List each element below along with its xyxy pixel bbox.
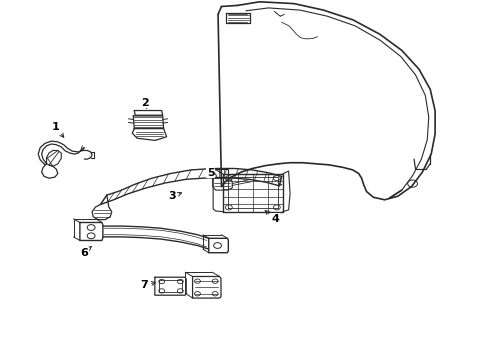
Text: 1: 1 — [51, 122, 64, 138]
Text: 6: 6 — [80, 247, 91, 258]
Bar — [214, 169, 228, 177]
Text: 3: 3 — [169, 191, 182, 201]
Text: 4: 4 — [265, 211, 279, 224]
Text: 5: 5 — [207, 168, 218, 178]
Text: 7: 7 — [141, 280, 155, 290]
Text: 2: 2 — [141, 98, 148, 108]
